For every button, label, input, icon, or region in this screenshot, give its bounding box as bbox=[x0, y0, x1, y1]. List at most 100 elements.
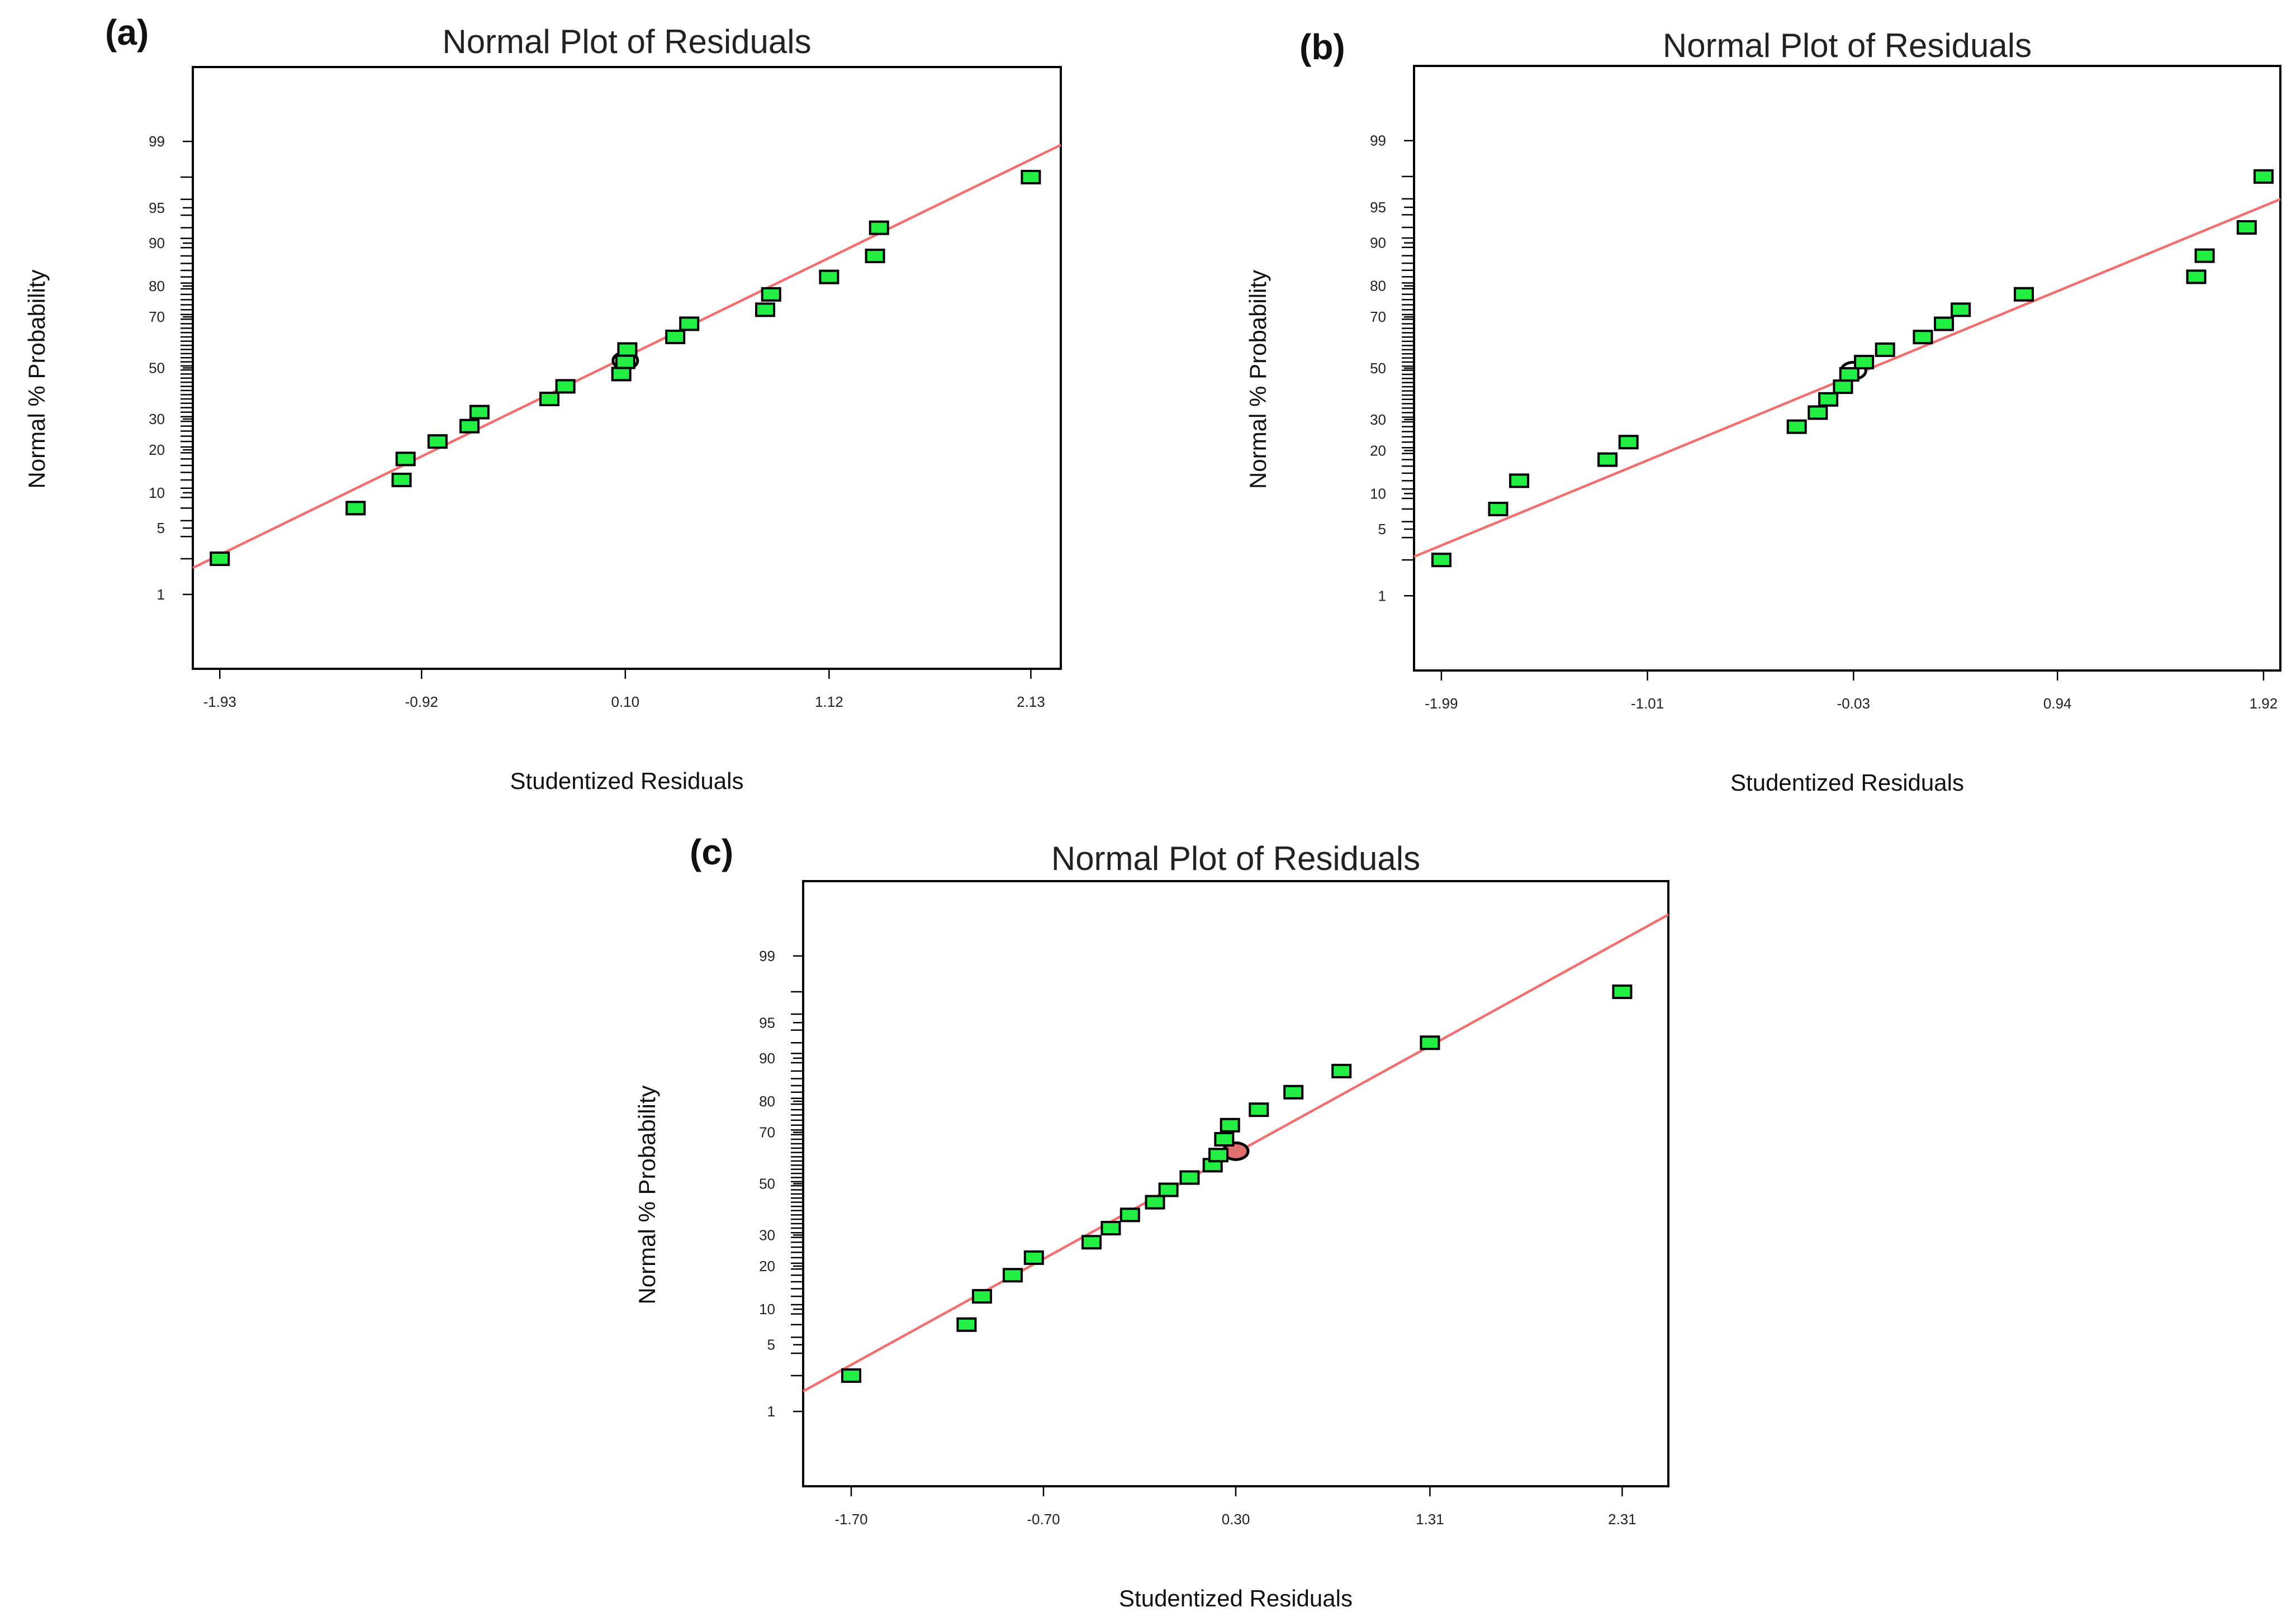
x-tick-label: 1.92 bbox=[2250, 695, 2278, 712]
data-point bbox=[1509, 473, 1530, 488]
data-point bbox=[555, 379, 576, 394]
data-point bbox=[956, 1317, 977, 1332]
data-point bbox=[1179, 1170, 1200, 1185]
data-point bbox=[395, 451, 416, 467]
data-point bbox=[1331, 1063, 1352, 1078]
x-tick-label: 2.13 bbox=[1017, 693, 1045, 710]
x-axis-label: Studentized Residuals bbox=[1119, 1585, 1353, 1611]
data-point bbox=[391, 472, 412, 487]
data-point bbox=[1786, 419, 1807, 434]
y-tick-label: 90 bbox=[759, 1050, 775, 1067]
data-point bbox=[1818, 392, 1839, 407]
x-axis-label: Studentized Residuals bbox=[510, 768, 744, 794]
y-tick-label: 99 bbox=[1370, 132, 1386, 149]
y-tick-label: 70 bbox=[759, 1124, 775, 1141]
y-tick-label: 1 bbox=[767, 1403, 775, 1420]
data-point bbox=[1808, 405, 1828, 420]
y-tick-label: 95 bbox=[1370, 199, 1386, 216]
data-point bbox=[617, 342, 638, 357]
data-point bbox=[1488, 502, 1508, 517]
data-point bbox=[469, 405, 490, 420]
data-point bbox=[1220, 1117, 1240, 1133]
y-tick-label: 99 bbox=[759, 948, 775, 964]
y-tick-label: 5 bbox=[1378, 521, 1386, 538]
data-point bbox=[1283, 1085, 1304, 1100]
data-point bbox=[1021, 169, 1041, 184]
y-tick-label: 95 bbox=[149, 199, 165, 216]
chart-panel-c: (c) Normal Plot of Residuals 1 5 10 20 30 50 70 8… bbox=[634, 832, 1669, 1611]
data-point bbox=[841, 1368, 861, 1383]
y-tick-label: 90 bbox=[149, 235, 165, 251]
data-point bbox=[611, 367, 632, 382]
data-point bbox=[1420, 1035, 1440, 1050]
y-tick-label: 20 bbox=[759, 1258, 775, 1274]
data-point bbox=[755, 302, 776, 317]
data-point bbox=[1612, 985, 1633, 1000]
data-point bbox=[2194, 248, 2215, 263]
y-tick-label: 10 bbox=[149, 484, 165, 501]
data-point bbox=[1002, 1268, 1023, 1283]
chart-title: Normal Plot of Residuals bbox=[442, 23, 811, 60]
x-tick-label: 2.31 bbox=[1608, 1511, 1636, 1528]
data-point bbox=[1833, 379, 1853, 394]
x-tick-label: -0.92 bbox=[405, 693, 438, 710]
y-tick-label: 70 bbox=[149, 308, 165, 325]
y-tick-label: 50 bbox=[1370, 360, 1386, 377]
y-tick-label: 95 bbox=[759, 1014, 775, 1031]
data-point bbox=[1023, 1250, 1044, 1265]
data-point bbox=[869, 220, 889, 235]
y-tick-label: 30 bbox=[759, 1226, 775, 1243]
data-point bbox=[1951, 302, 1971, 317]
data-point bbox=[1081, 1235, 1102, 1250]
y-tick-label: 1 bbox=[157, 586, 165, 603]
y-tick-label: 80 bbox=[149, 278, 165, 294]
data-point bbox=[1100, 1221, 1121, 1236]
data-point bbox=[1618, 435, 1639, 450]
data-point bbox=[1249, 1102, 1269, 1117]
y-axis-label: Normal % Probability bbox=[23, 269, 50, 488]
data-point bbox=[865, 249, 885, 264]
panel-label: (a) bbox=[105, 12, 149, 53]
y-tick-label: 90 bbox=[1370, 235, 1386, 251]
data-point bbox=[1875, 342, 1895, 357]
data-point bbox=[1158, 1182, 1179, 1197]
y-tick-label: 30 bbox=[1370, 411, 1386, 428]
y-tick-label: 5 bbox=[767, 1337, 775, 1353]
y-tick-label: 80 bbox=[759, 1093, 775, 1110]
y-tick-label: 10 bbox=[1370, 485, 1386, 502]
data-point bbox=[819, 269, 839, 284]
x-tick-label: 1.31 bbox=[1416, 1511, 1444, 1528]
x-tick-label: 0.30 bbox=[1222, 1511, 1250, 1528]
data-point bbox=[459, 418, 480, 434]
data-point bbox=[1854, 355, 1875, 370]
data-point bbox=[679, 316, 700, 331]
data-point bbox=[1119, 1207, 1140, 1223]
data-point bbox=[345, 501, 366, 516]
data-point bbox=[1597, 452, 1618, 467]
chart-title: Normal Plot of Residuals bbox=[1663, 27, 2032, 64]
data-point bbox=[2014, 287, 2034, 302]
y-tick-label: 20 bbox=[149, 441, 165, 458]
data-point bbox=[539, 392, 559, 407]
panel-label: (c) bbox=[690, 832, 733, 872]
chart-panel-a: (a) Normal Plot of Residuals 1 5 10 20 30 50 70 8… bbox=[23, 12, 1062, 794]
data-point bbox=[1214, 1131, 1235, 1147]
y-tick-label: 1 bbox=[1378, 587, 1386, 604]
x-tick-label: -1.70 bbox=[834, 1511, 867, 1528]
y-axis-label: Normal % Probability bbox=[634, 1085, 660, 1304]
y-tick-label: 5 bbox=[157, 520, 165, 536]
x-tick-label: 0.94 bbox=[2043, 695, 2072, 712]
y-tick-label: 20 bbox=[1370, 442, 1386, 459]
y-tick-label: 80 bbox=[1370, 278, 1386, 294]
x-tick-label: 0.10 bbox=[611, 693, 640, 710]
x-tick-label: 1.12 bbox=[815, 693, 843, 710]
x-tick-label: -0.03 bbox=[1837, 695, 1870, 712]
data-point bbox=[2186, 269, 2207, 284]
x-tick-label: -0.70 bbox=[1027, 1511, 1060, 1528]
data-point bbox=[210, 551, 230, 567]
plot-frame bbox=[802, 880, 1669, 1487]
y-tick-label: 99 bbox=[149, 133, 165, 150]
chart-panel-b: (b) Normal Plot of Residuals 1 5 10 20 30 50 70 8… bbox=[1245, 27, 2281, 796]
data-point bbox=[1913, 330, 1933, 345]
